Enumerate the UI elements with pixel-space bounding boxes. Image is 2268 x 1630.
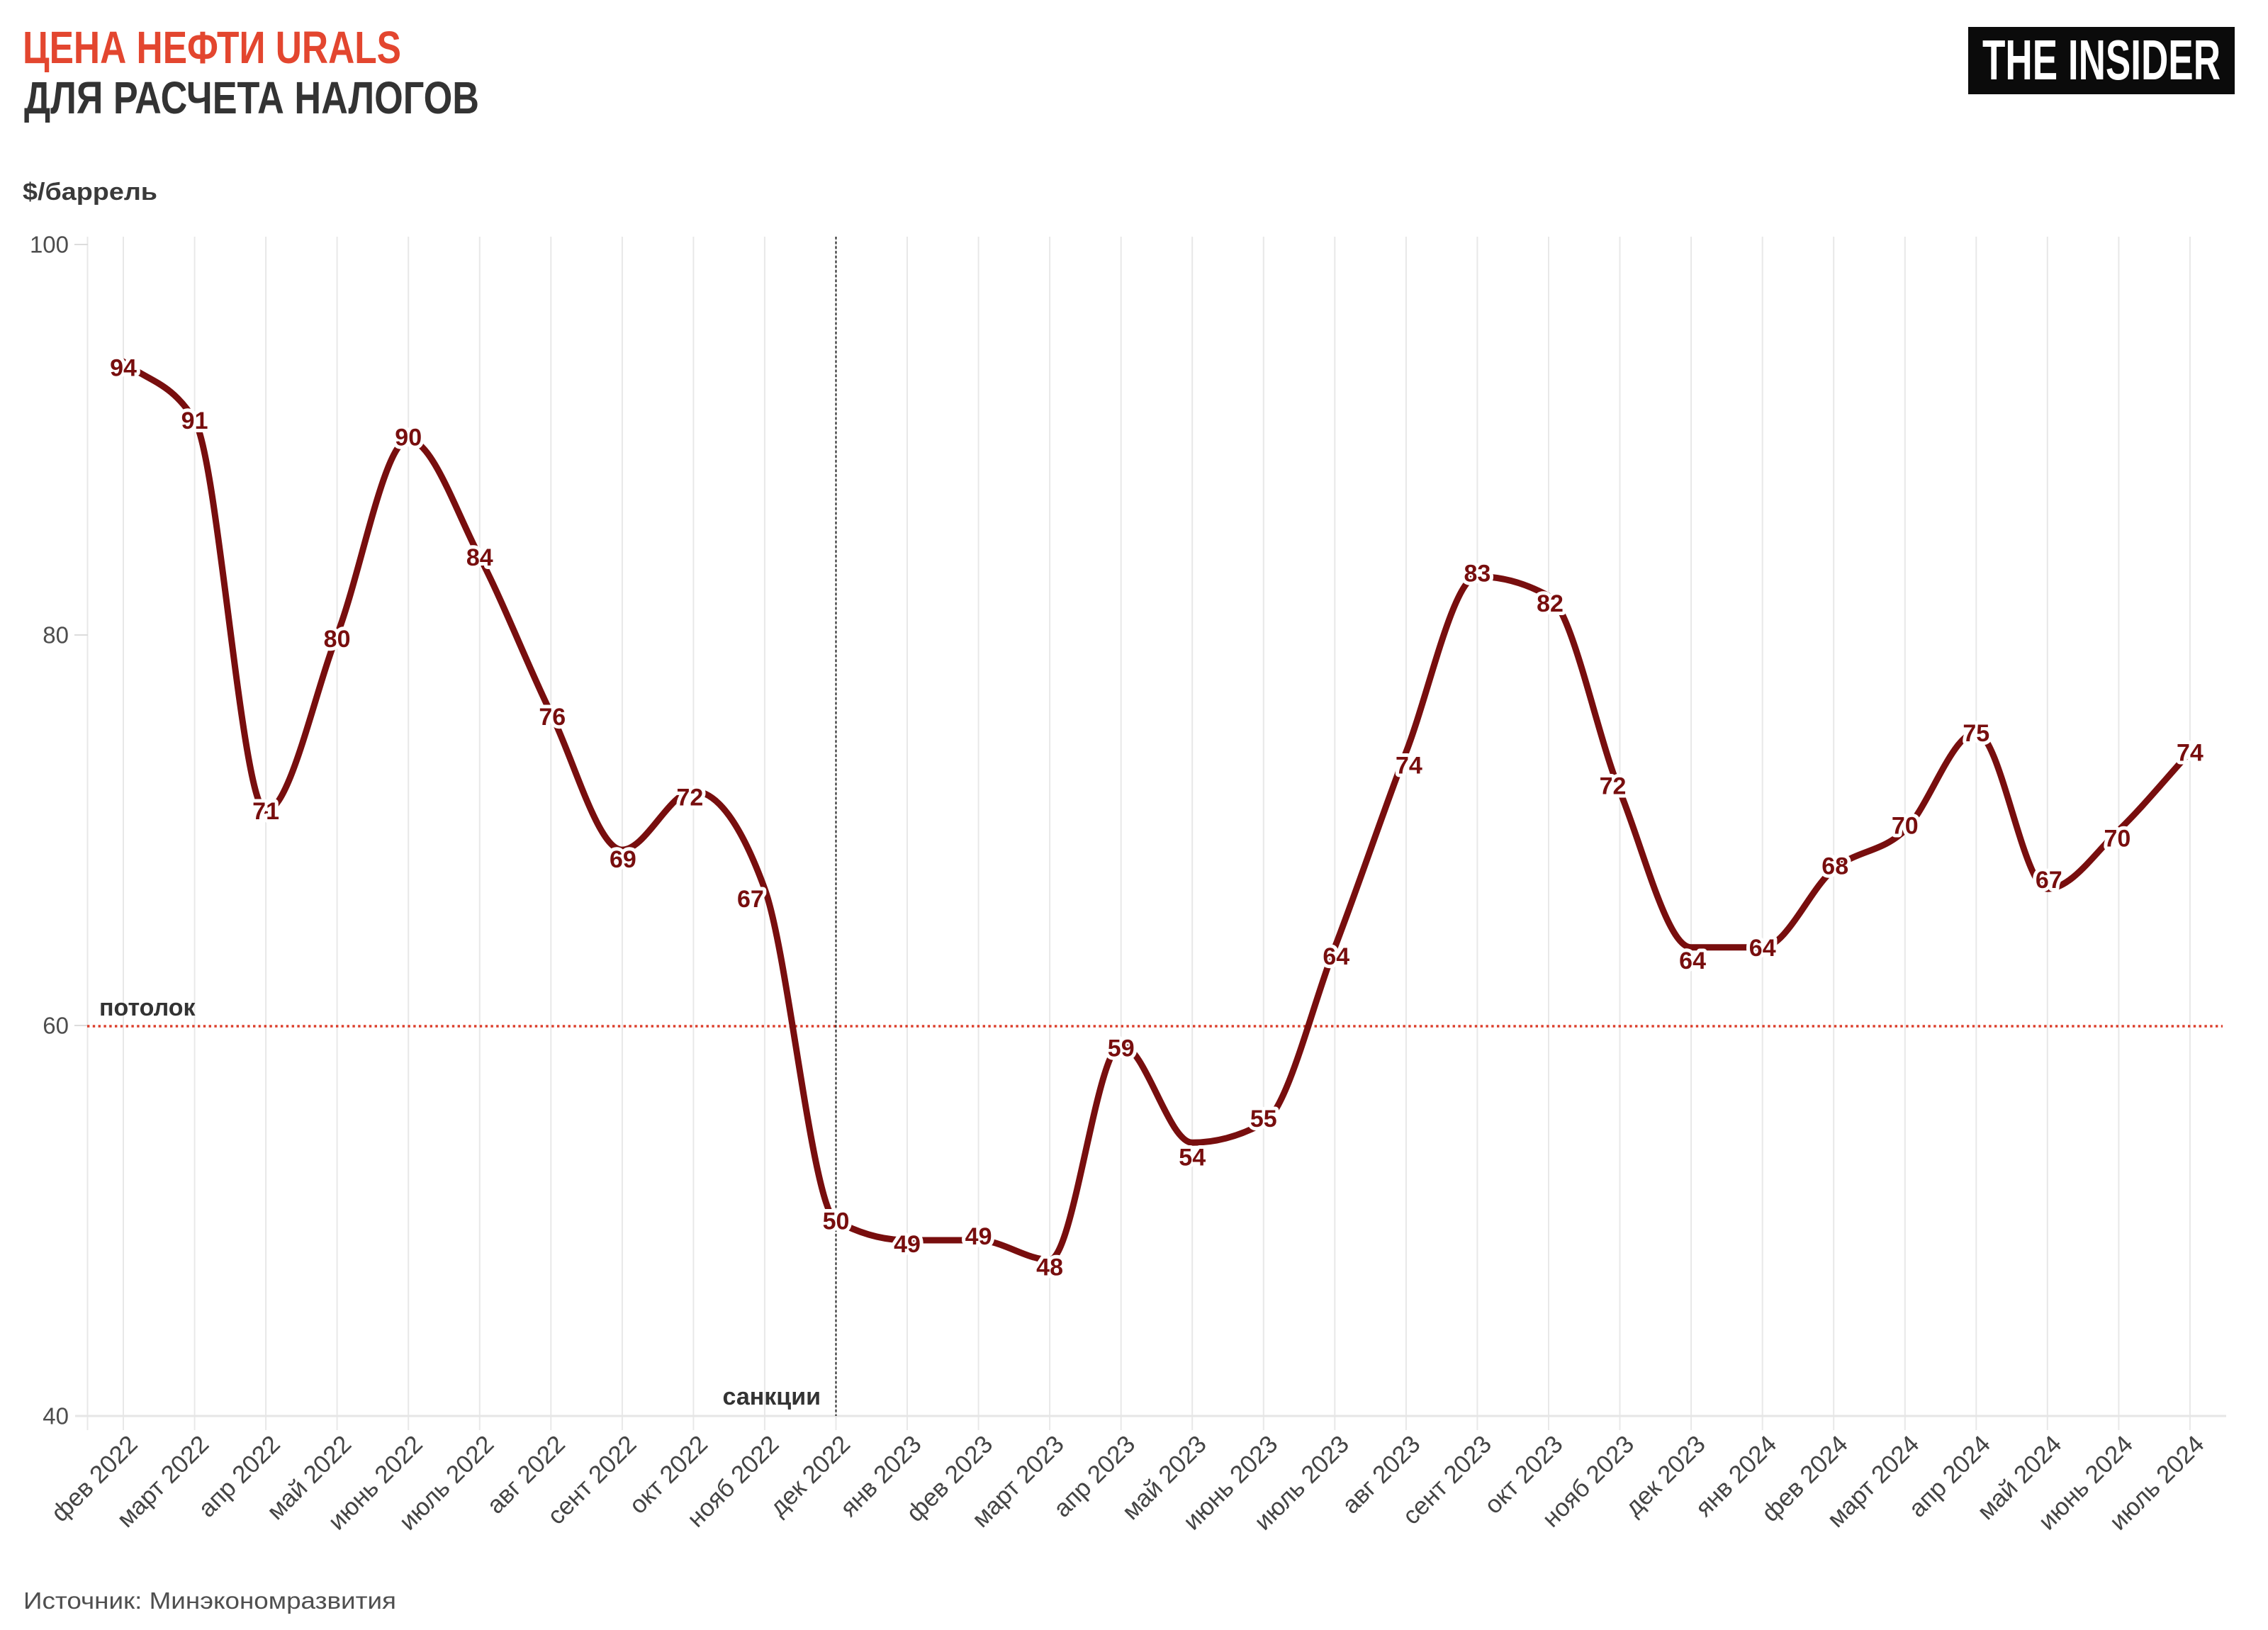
svg-text:83: 83: [1464, 560, 1491, 587]
svg-text:94: 94: [110, 354, 137, 381]
svg-text:48: 48: [1036, 1254, 1063, 1281]
svg-text:64: 64: [1749, 935, 1776, 962]
svg-text:90: 90: [395, 425, 422, 451]
svg-text:84: 84: [466, 544, 493, 571]
svg-text:67: 67: [2036, 867, 2062, 894]
svg-text:70: 70: [2104, 826, 2131, 853]
svg-text:55: 55: [1250, 1106, 1277, 1132]
svg-text:49: 49: [894, 1231, 921, 1258]
svg-text:ЦЕНА НЕФТИ URALS: ЦЕНА НЕФТИ URALS: [23, 22, 401, 73]
svg-text:80: 80: [324, 626, 351, 653]
svg-text:40: 40: [43, 1403, 69, 1429]
svg-text:72: 72: [1600, 772, 1627, 799]
svg-text:64: 64: [1323, 943, 1349, 970]
svg-text:91: 91: [181, 408, 208, 434]
svg-text:санкции: санкции: [723, 1383, 821, 1410]
svg-text:60: 60: [43, 1013, 69, 1039]
svg-text:74: 74: [1396, 752, 1422, 779]
svg-text:80: 80: [43, 622, 69, 648]
svg-text:67: 67: [737, 886, 764, 913]
svg-text:64: 64: [1679, 948, 1706, 974]
svg-text:потолок: потолок: [99, 994, 196, 1021]
svg-text:50: 50: [823, 1208, 850, 1235]
svg-text:54: 54: [1179, 1144, 1206, 1171]
svg-text:69: 69: [610, 846, 636, 873]
svg-text:70: 70: [1892, 813, 1919, 840]
svg-text:Источник: Минэкономразвития: Источник: Минэкономразвития: [23, 1587, 396, 1614]
svg-text:100: 100: [30, 232, 69, 258]
svg-text:74: 74: [2177, 739, 2204, 766]
svg-text:82: 82: [1537, 590, 1564, 617]
svg-text:$/баррель: $/баррель: [23, 179, 157, 206]
svg-text:71: 71: [252, 798, 279, 825]
svg-text:76: 76: [539, 704, 566, 731]
svg-text:75: 75: [1963, 720, 1989, 747]
svg-text:59: 59: [1108, 1035, 1135, 1062]
svg-text:72: 72: [676, 784, 703, 811]
svg-text:49: 49: [965, 1223, 992, 1250]
svg-text:ДЛЯ РАСЧЕТА НАЛОГОВ: ДЛЯ РАСЧЕТА НАЛОГОВ: [24, 72, 479, 123]
svg-text:68: 68: [1821, 853, 1848, 880]
svg-text:THE INSIDER: THE INSIDER: [1982, 28, 2221, 91]
